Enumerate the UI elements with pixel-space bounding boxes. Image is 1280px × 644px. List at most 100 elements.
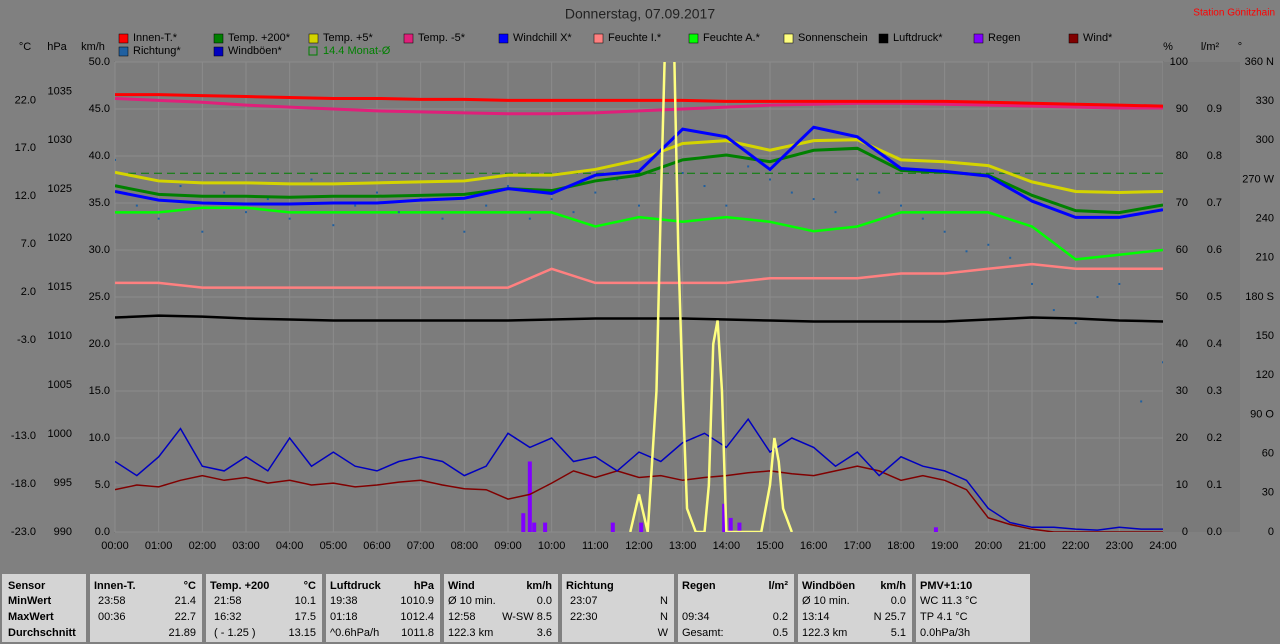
direction-dot [856, 178, 859, 181]
rain-bar [728, 517, 733, 532]
legend-swatch [213, 46, 224, 57]
y-tick-label: 17.0 [15, 142, 36, 154]
cell-value: N 25.7 [873, 611, 906, 623]
table-column [562, 574, 674, 642]
y-tick-label: 1005 [48, 379, 72, 391]
direction-dot [354, 204, 357, 207]
direction-dot [1052, 309, 1055, 312]
y-tick-label: 1010 [48, 330, 72, 342]
direction-dot [550, 198, 553, 201]
direction-dot [223, 191, 226, 194]
y-tick-label: 995 [54, 477, 72, 489]
legend-label: Temp. +5* [323, 32, 374, 44]
rain-bar [521, 513, 526, 532]
direction-dot [1162, 361, 1163, 364]
legend-label: Windböen* [228, 45, 283, 57]
y-tick-label: -18.0 [11, 478, 36, 490]
x-tick-label: 17:00 [844, 540, 872, 552]
y-tick-label: 0.8 [1207, 150, 1222, 162]
y-tick-label: 15.0 [89, 385, 110, 397]
y-tick-label: 0.9 [1207, 103, 1222, 115]
legend-swatch [783, 33, 794, 44]
direction-dot [266, 198, 269, 201]
y-tick-label: 40 [1176, 338, 1188, 350]
direction-dot [878, 191, 881, 194]
legend-swatch [1068, 33, 1079, 44]
direction-dot [1031, 282, 1033, 285]
y-tick-label: 1025 [48, 183, 72, 195]
direction-dot [638, 204, 640, 207]
direction-dot [179, 185, 182, 188]
y-tick-label: 0.6 [1207, 244, 1222, 256]
cell-value: 3.6 [536, 627, 552, 639]
cell-text: 12:58 [448, 611, 476, 623]
station-name: Station Gönitzhain [1193, 8, 1275, 19]
y-tick-label: 7.0 [21, 238, 36, 250]
y-tick-label: 50.0 [89, 56, 110, 68]
legend-swatch [593, 33, 604, 44]
direction-dot [528, 217, 531, 220]
x-tick-label: 07:00 [407, 540, 435, 552]
y-tick-label: 0.2 [1207, 432, 1222, 444]
x-tick-label: 18:00 [887, 540, 915, 552]
y-tick-label: 1000 [48, 428, 72, 440]
legend-swatch [118, 46, 129, 57]
group-unit: km/h [526, 580, 552, 592]
legend-swatch [973, 33, 984, 44]
x-tick-label: 16:00 [800, 540, 828, 552]
cell-value: 21.89 [168, 627, 196, 639]
plot-layer [115, 62, 1163, 532]
y-tick-label: 22.0 [15, 94, 36, 106]
x-tick-label: 02:00 [189, 540, 217, 552]
axis-unit-label: km/h [81, 41, 105, 53]
right-axis-band [1163, 62, 1240, 532]
table-column [916, 574, 1030, 642]
y-tick-label: 1030 [48, 134, 72, 146]
y-tick-label: 20 [1176, 432, 1188, 444]
y-tick-label: 300 [1256, 134, 1274, 146]
legend-label: Temp. +200* [228, 32, 291, 44]
y-tick-label: 90 O [1250, 408, 1274, 420]
legend-label: Temp. -5* [418, 32, 466, 44]
cell-value: 1010.9 [400, 595, 434, 607]
direction-dot [135, 204, 138, 207]
cell-text: 16:32 [214, 611, 242, 623]
group-title: Luftdruck [330, 580, 381, 592]
series-line [115, 96, 1163, 116]
legend-label: Richtung* [133, 45, 181, 57]
rain-bar [532, 522, 537, 532]
cell-value: 0.2 [772, 611, 788, 623]
x-tick-label: 01:00 [145, 540, 173, 552]
direction-dot [703, 185, 706, 188]
axis-unit-label: l/m² [1201, 41, 1220, 53]
legend-label: Sonnenschein [798, 32, 868, 44]
rain-bar [737, 522, 742, 532]
y-tick-label: 10 [1176, 479, 1188, 491]
y-tick-label: -13.0 [11, 430, 36, 442]
direction-dot [943, 230, 946, 233]
y-tick-label: 35.0 [89, 197, 110, 209]
chart: Donnerstag, 07.09.2017 Station Gönitzhai… [10, 5, 1275, 552]
rain-bar [543, 522, 548, 532]
series-line [115, 465, 1163, 532]
y-tick-label: 60 [1176, 244, 1188, 256]
y-tick-label: 90 [1176, 103, 1188, 115]
cell-text: 122.3 km [448, 627, 494, 639]
cell-value: 10.1 [294, 595, 316, 607]
cell-text: TP 4.1 °C [920, 611, 968, 623]
y-tick-label: 70 [1176, 197, 1188, 209]
cell-text: Ø 10 min. [448, 595, 496, 607]
x-tick-label: 00:00 [101, 540, 129, 552]
rain-bar [639, 522, 644, 532]
cell-text: 19:38 [330, 595, 358, 607]
legend-label: 14.4 Monat-Ø [323, 45, 391, 57]
direction-dot [507, 185, 509, 188]
legend-swatch [498, 33, 509, 44]
direction-dot [681, 171, 684, 174]
series-line [115, 93, 1163, 108]
row-label: Durchschnitt [8, 627, 76, 639]
legend-swatch [403, 33, 414, 44]
x-tick-label: 04:00 [276, 540, 304, 552]
series-line [629, 62, 794, 532]
legend-label: Feuchte I.* [608, 32, 662, 44]
